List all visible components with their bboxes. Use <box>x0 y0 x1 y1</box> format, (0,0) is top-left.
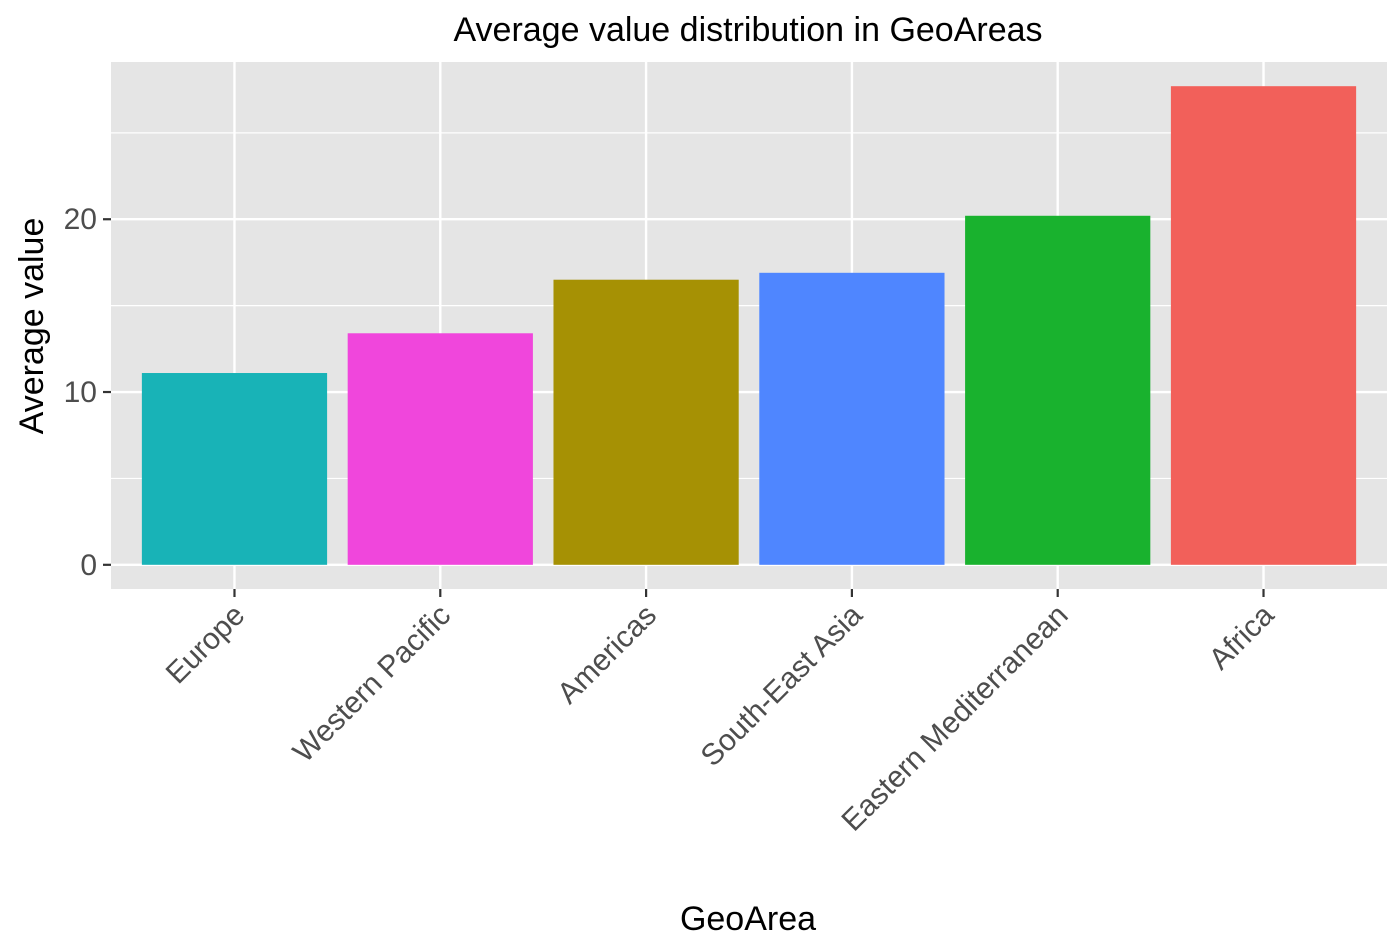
x-tick-label: Western Pacific <box>287 599 457 769</box>
bar-americas <box>553 279 739 565</box>
chart-title: Average value distribution in GeoAreas <box>453 11 1042 49</box>
y-tick-label: 0 <box>80 549 97 582</box>
y-tick-label: 10 <box>64 376 97 409</box>
x-tick-label: South-East Asia <box>695 598 869 772</box>
bar-africa <box>1170 86 1357 565</box>
y-axis-ticks: 0 10 20 <box>64 203 111 582</box>
y-tick-label: 20 <box>64 203 97 236</box>
x-tick-label: Eastern Mediterranean <box>836 599 1075 838</box>
x-tick-label: Europe <box>160 599 252 691</box>
x-tick-label: Africa <box>1203 598 1281 676</box>
bar-eastern-mediterranean <box>965 215 1151 565</box>
x-axis-ticks: Europe Western Pacific Americas South-East … <box>160 589 1281 838</box>
y-axis-title: Average value <box>13 218 51 435</box>
x-tick-label: Americas <box>551 599 663 711</box>
bar-europe <box>141 373 328 565</box>
bar-western-pacific <box>347 333 533 565</box>
bar-south-east-asia <box>759 272 945 565</box>
bars-group <box>141 86 1357 565</box>
x-axis-title: GeoArea <box>680 900 816 938</box>
